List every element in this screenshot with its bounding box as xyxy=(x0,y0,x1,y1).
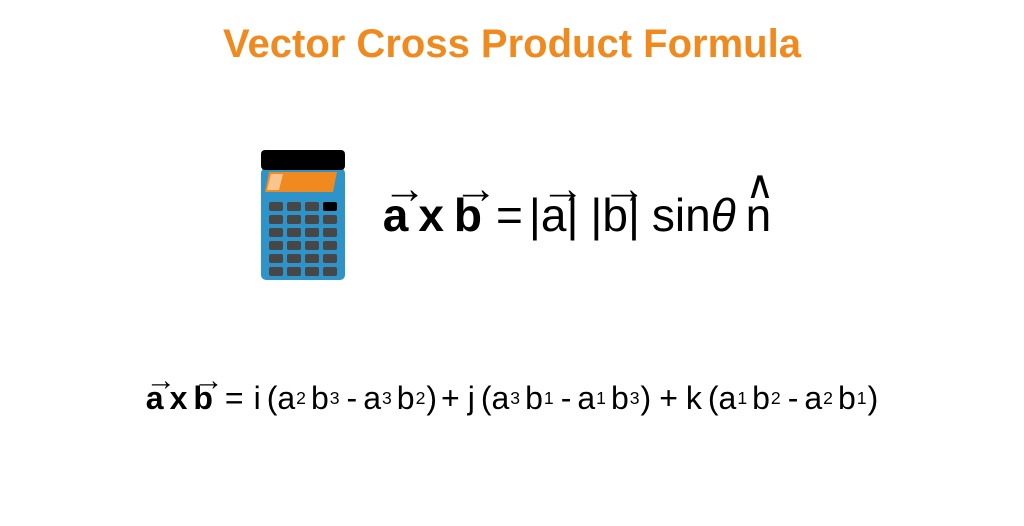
sin-label: sin xyxy=(652,188,711,242)
sub-1: 1 xyxy=(736,388,748,409)
sub-3: 3 xyxy=(509,388,521,409)
plus-sign: + xyxy=(441,380,460,417)
sub-3: 3 xyxy=(329,388,341,409)
term-a: a xyxy=(277,380,295,417)
theta-symbol: θ xyxy=(711,188,736,242)
equals-sign: = xyxy=(225,380,244,417)
vector-a: a xyxy=(383,188,409,242)
k-component: k xyxy=(686,380,702,417)
rparen: ) xyxy=(426,380,437,417)
term-b: b xyxy=(397,380,415,417)
equals-sign: = xyxy=(496,188,523,242)
sub-3: 3 xyxy=(629,388,641,409)
minus-sign: - xyxy=(561,380,572,417)
vector-b: b xyxy=(454,188,482,242)
component-formula: a x b = i ( a2 b3 - a3 b2 ) + j ( a3 b1 … xyxy=(146,380,878,417)
rparen: ) xyxy=(641,380,652,417)
term-b: b xyxy=(838,380,856,417)
magnitude-formula-row: a x b = | a | | b | sin θ n xyxy=(0,150,1024,280)
pipe: | xyxy=(590,188,602,242)
j-component: j xyxy=(468,380,475,417)
minus-sign: - xyxy=(347,380,358,417)
i-component: i xyxy=(254,380,261,417)
minus-sign: - xyxy=(788,380,799,417)
sub-3: 3 xyxy=(381,388,393,409)
vector-b: b xyxy=(193,380,213,417)
vector-a: a xyxy=(146,380,164,417)
sub-1: 1 xyxy=(595,388,607,409)
term-a: a xyxy=(363,380,381,417)
plus-sign: + xyxy=(659,380,678,417)
rparen: ) xyxy=(868,380,879,417)
sub-2: 2 xyxy=(770,388,782,409)
term-a: a xyxy=(804,380,822,417)
sub-1: 1 xyxy=(856,388,868,409)
term-a: a xyxy=(719,380,737,417)
calculator-icon xyxy=(253,150,353,280)
term-a: a xyxy=(492,380,510,417)
lparen: ( xyxy=(267,380,278,417)
component-formula-row: a x b = i ( a2 b3 - a3 b2 ) + j ( a3 b1 … xyxy=(0,380,1024,417)
sub-2: 2 xyxy=(822,388,834,409)
sub-2: 2 xyxy=(295,388,307,409)
unit-vector-n: n xyxy=(746,188,772,242)
term-b: b xyxy=(611,380,629,417)
sub-2: 2 xyxy=(415,388,427,409)
magnitude-formula: a x b = | a | | b | sin θ n xyxy=(383,188,772,242)
term-b: b xyxy=(752,380,770,417)
term-b: b xyxy=(525,380,543,417)
abs-vector-b: b xyxy=(602,188,628,242)
sub-1: 1 xyxy=(543,388,555,409)
lparen: ( xyxy=(481,380,492,417)
pipe: | xyxy=(529,188,541,242)
term-a: a xyxy=(577,380,595,417)
page-title: Vector Cross Product Formula xyxy=(0,0,1024,67)
lparen: ( xyxy=(708,380,719,417)
abs-vector-a: a xyxy=(541,188,567,242)
term-b: b xyxy=(311,380,329,417)
